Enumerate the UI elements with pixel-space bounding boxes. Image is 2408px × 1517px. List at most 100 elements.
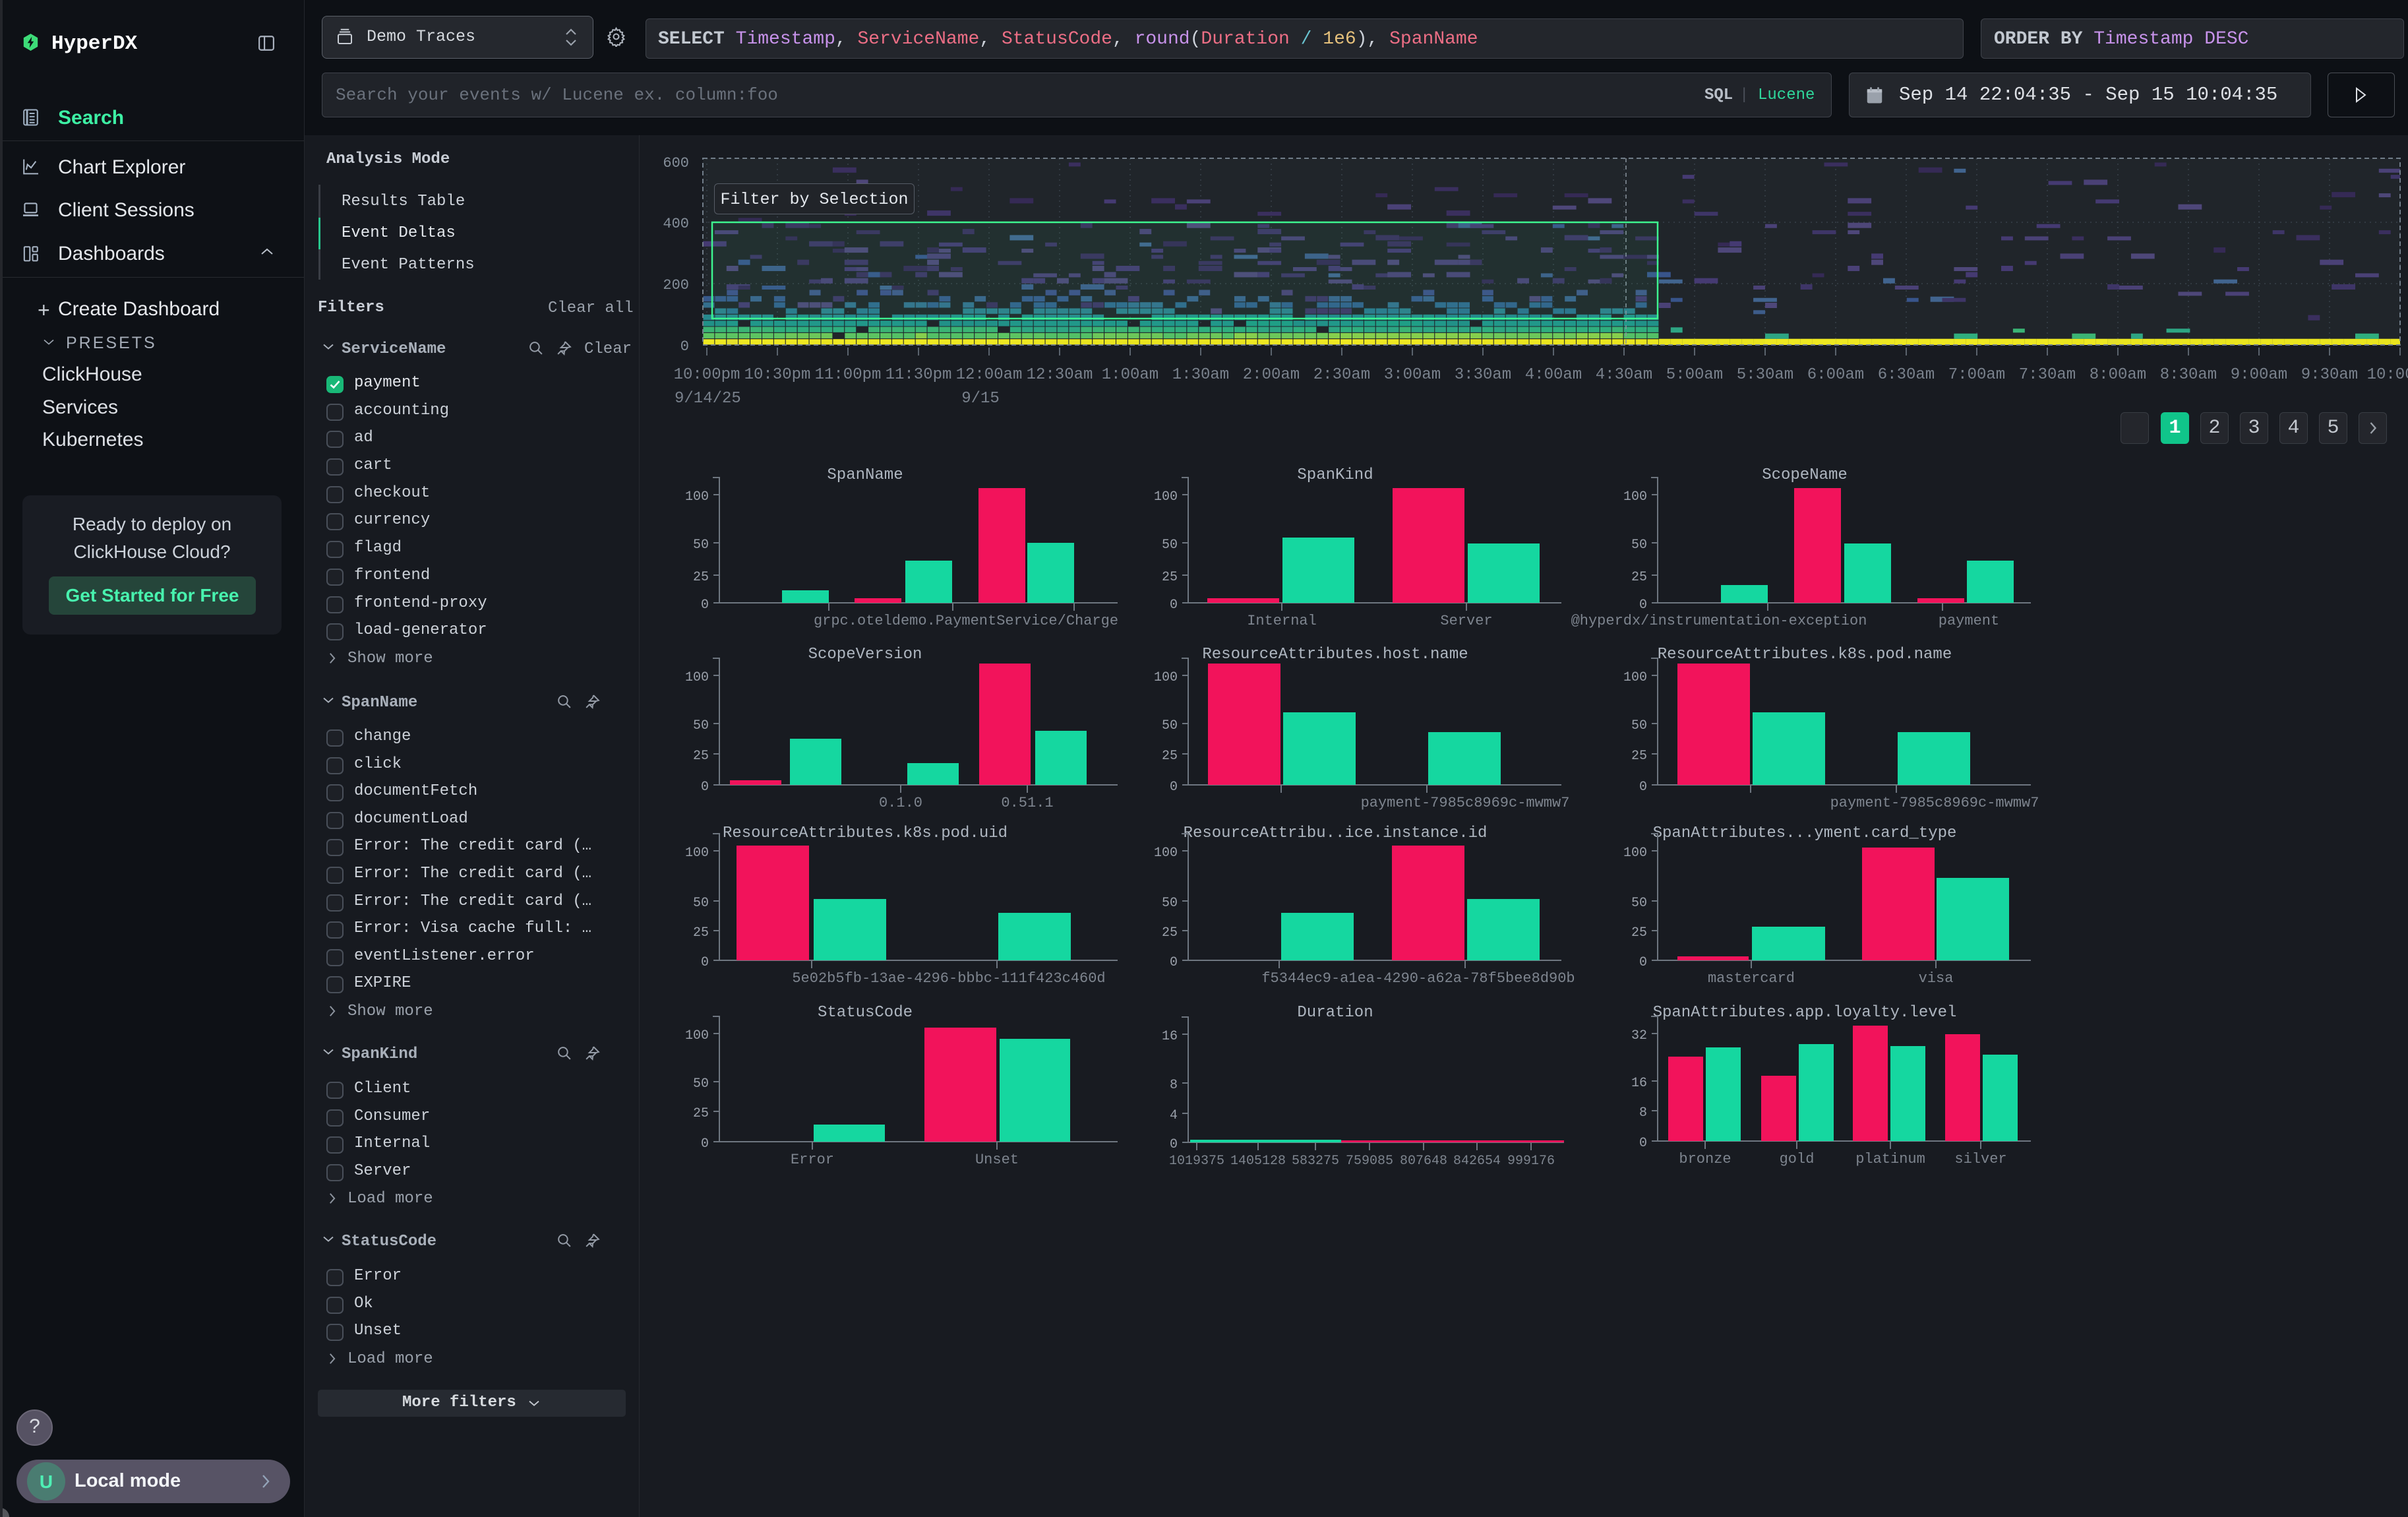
svg-text:0: 0 — [701, 598, 709, 613]
svg-text:7:30am: 7:30am — [2019, 366, 2076, 384]
svg-text:grpc.oteldemo.PaymentService/C: grpc.oteldemo.PaymentService/Charge — [814, 613, 1118, 629]
svg-text:5:30am: 5:30am — [1737, 366, 1793, 384]
svg-text:50: 50 — [1162, 896, 1178, 911]
svg-text:12:30am: 12:30am — [1027, 366, 1093, 384]
svg-text:Server: Server — [1440, 613, 1492, 629]
svg-text:Internal: Internal — [1247, 613, 1317, 629]
svg-text:2:30am: 2:30am — [1313, 366, 1370, 384]
svg-text:50: 50 — [693, 718, 709, 733]
svg-text:payment-7985c8969c-mwmw7: payment-7985c8969c-mwmw7 — [1830, 795, 2039, 811]
svg-text:0: 0 — [1639, 780, 1647, 795]
svg-text:9/15: 9/15 — [961, 390, 1000, 408]
svg-text:50: 50 — [1631, 718, 1647, 733]
svg-text:25: 25 — [693, 570, 709, 585]
svg-text:ResourceAttributes.k8s.pod.nam: ResourceAttributes.k8s.pod.name — [1658, 646, 1952, 664]
svg-text:11:00pm: 11:00pm — [815, 366, 882, 384]
svg-text:10:30pm: 10:30pm — [744, 366, 811, 384]
svg-text:0: 0 — [701, 1136, 709, 1152]
svg-text:Error: Error — [791, 1152, 834, 1168]
svg-text:ResourceAttributes.host.name: ResourceAttributes.host.name — [1202, 646, 1468, 664]
svg-text:0: 0 — [680, 338, 689, 355]
svg-text:25: 25 — [1162, 925, 1178, 941]
svg-text:1:00am: 1:00am — [1102, 366, 1159, 384]
svg-text:platinum: platinum — [1855, 1151, 1925, 1167]
svg-text:25: 25 — [693, 1106, 709, 1121]
svg-text:12:00am: 12:00am — [956, 366, 1023, 384]
svg-text:9:30am: 9:30am — [2301, 366, 2358, 384]
svg-text:0: 0 — [1170, 955, 1178, 970]
svg-text:4:00am: 4:00am — [1525, 366, 1582, 384]
svg-text:0: 0 — [1639, 1136, 1647, 1151]
svg-text:9/14/25: 9/14/25 — [675, 390, 741, 408]
svg-text:25: 25 — [1631, 749, 1647, 764]
svg-text:0: 0 — [1170, 598, 1178, 613]
svg-text:8: 8 — [1639, 1105, 1647, 1121]
svg-text:25: 25 — [1631, 925, 1647, 941]
svg-text:100: 100 — [685, 1028, 709, 1043]
svg-text:3:00am: 3:00am — [1384, 366, 1441, 384]
svg-text:50: 50 — [693, 538, 709, 553]
svg-text:SpanName: SpanName — [827, 466, 903, 484]
svg-text:ResourceAttributes.k8s.pod.uid: ResourceAttributes.k8s.pod.uid — [723, 824, 1008, 842]
svg-text:11:30pm: 11:30pm — [886, 366, 952, 384]
svg-text:32: 32 — [1631, 1028, 1647, 1043]
svg-text:silver: silver — [1954, 1151, 2006, 1167]
svg-text:f5344ec9-a1ea-4290-a62a-78f5be: f5344ec9-a1ea-4290-a62a-78f5bee8d90b — [1261, 970, 1575, 987]
svg-text:400: 400 — [663, 216, 689, 232]
svg-text:ScopeName: ScopeName — [1762, 466, 1848, 484]
svg-text:gold: gold — [1780, 1151, 1815, 1167]
svg-text:1405128: 1405128 — [1230, 1154, 1286, 1169]
svg-text:payment-7985c8969c-mwmw7: payment-7985c8969c-mwmw7 — [1361, 795, 1570, 811]
svg-text:Duration: Duration — [1297, 1004, 1373, 1022]
svg-text:8: 8 — [1170, 1078, 1178, 1093]
svg-text:25: 25 — [1162, 749, 1178, 764]
svg-text:600: 600 — [663, 155, 689, 171]
svg-text:ResourceAttribu..ice.instance.: ResourceAttribu..ice.instance.id — [1184, 824, 1488, 842]
svg-text:3:30am: 3:30am — [1455, 366, 1511, 384]
svg-text:100: 100 — [1623, 846, 1647, 861]
svg-text:100: 100 — [1154, 670, 1178, 685]
svg-text:4:30am: 4:30am — [1596, 366, 1652, 384]
svg-text:mastercard: mastercard — [1708, 970, 1795, 987]
svg-text:2:00am: 2:00am — [1243, 366, 1300, 384]
svg-text:50: 50 — [1631, 538, 1647, 553]
svg-text:25: 25 — [1162, 570, 1178, 585]
svg-text:100: 100 — [1154, 846, 1178, 861]
svg-text:100: 100 — [1623, 489, 1647, 505]
svg-text:10:00pm: 10:00pm — [674, 366, 740, 384]
svg-text:10:00am: 10:00am — [2367, 366, 2408, 384]
svg-text:9:00am: 9:00am — [2231, 366, 2287, 384]
svg-text:@hyperdx/instrumentation-excep: @hyperdx/instrumentation-exception — [1571, 613, 1867, 629]
svg-text:583275: 583275 — [1292, 1154, 1339, 1169]
svg-text:SpanAttributes...yment.card_ty: SpanAttributes...yment.card_type — [1653, 824, 1957, 842]
svg-text:0: 0 — [1170, 1137, 1178, 1152]
svg-text:ScopeVersion: ScopeVersion — [808, 646, 922, 664]
svg-text:bronze: bronze — [1679, 1151, 1731, 1167]
svg-text:999176: 999176 — [1507, 1154, 1555, 1169]
svg-text:0.1.0: 0.1.0 — [879, 795, 922, 811]
svg-text:1:30am: 1:30am — [1172, 366, 1229, 384]
svg-text:0: 0 — [1639, 598, 1647, 613]
svg-text:25: 25 — [1631, 570, 1647, 585]
svg-text:payment: payment — [1939, 613, 1999, 629]
svg-text:50: 50 — [1631, 896, 1647, 911]
svg-text:0.51.1: 0.51.1 — [1001, 795, 1053, 811]
svg-text:100: 100 — [685, 489, 709, 505]
svg-text:16: 16 — [1631, 1076, 1647, 1091]
svg-text:842654: 842654 — [1453, 1154, 1501, 1169]
svg-text:100: 100 — [685, 846, 709, 861]
svg-text:5:00am: 5:00am — [1666, 366, 1723, 384]
svg-text:1019375: 1019375 — [1169, 1154, 1224, 1169]
svg-text:visa: visa — [1919, 970, 1954, 987]
svg-text:16: 16 — [1162, 1029, 1178, 1044]
svg-text:50: 50 — [1162, 538, 1178, 553]
svg-text:8:30am: 8:30am — [2160, 366, 2217, 384]
svg-text:50: 50 — [1162, 718, 1178, 733]
svg-text:25: 25 — [693, 749, 709, 764]
svg-text:0: 0 — [1639, 955, 1647, 970]
svg-text:Unset: Unset — [975, 1152, 1019, 1168]
svg-text:50: 50 — [693, 896, 709, 911]
svg-text:25: 25 — [693, 925, 709, 941]
svg-text:5e02b5fb-13ae-4296-bbbc-111f42: 5e02b5fb-13ae-4296-bbbc-111f423c460d — [792, 970, 1105, 987]
svg-text:759085: 759085 — [1346, 1154, 1393, 1169]
